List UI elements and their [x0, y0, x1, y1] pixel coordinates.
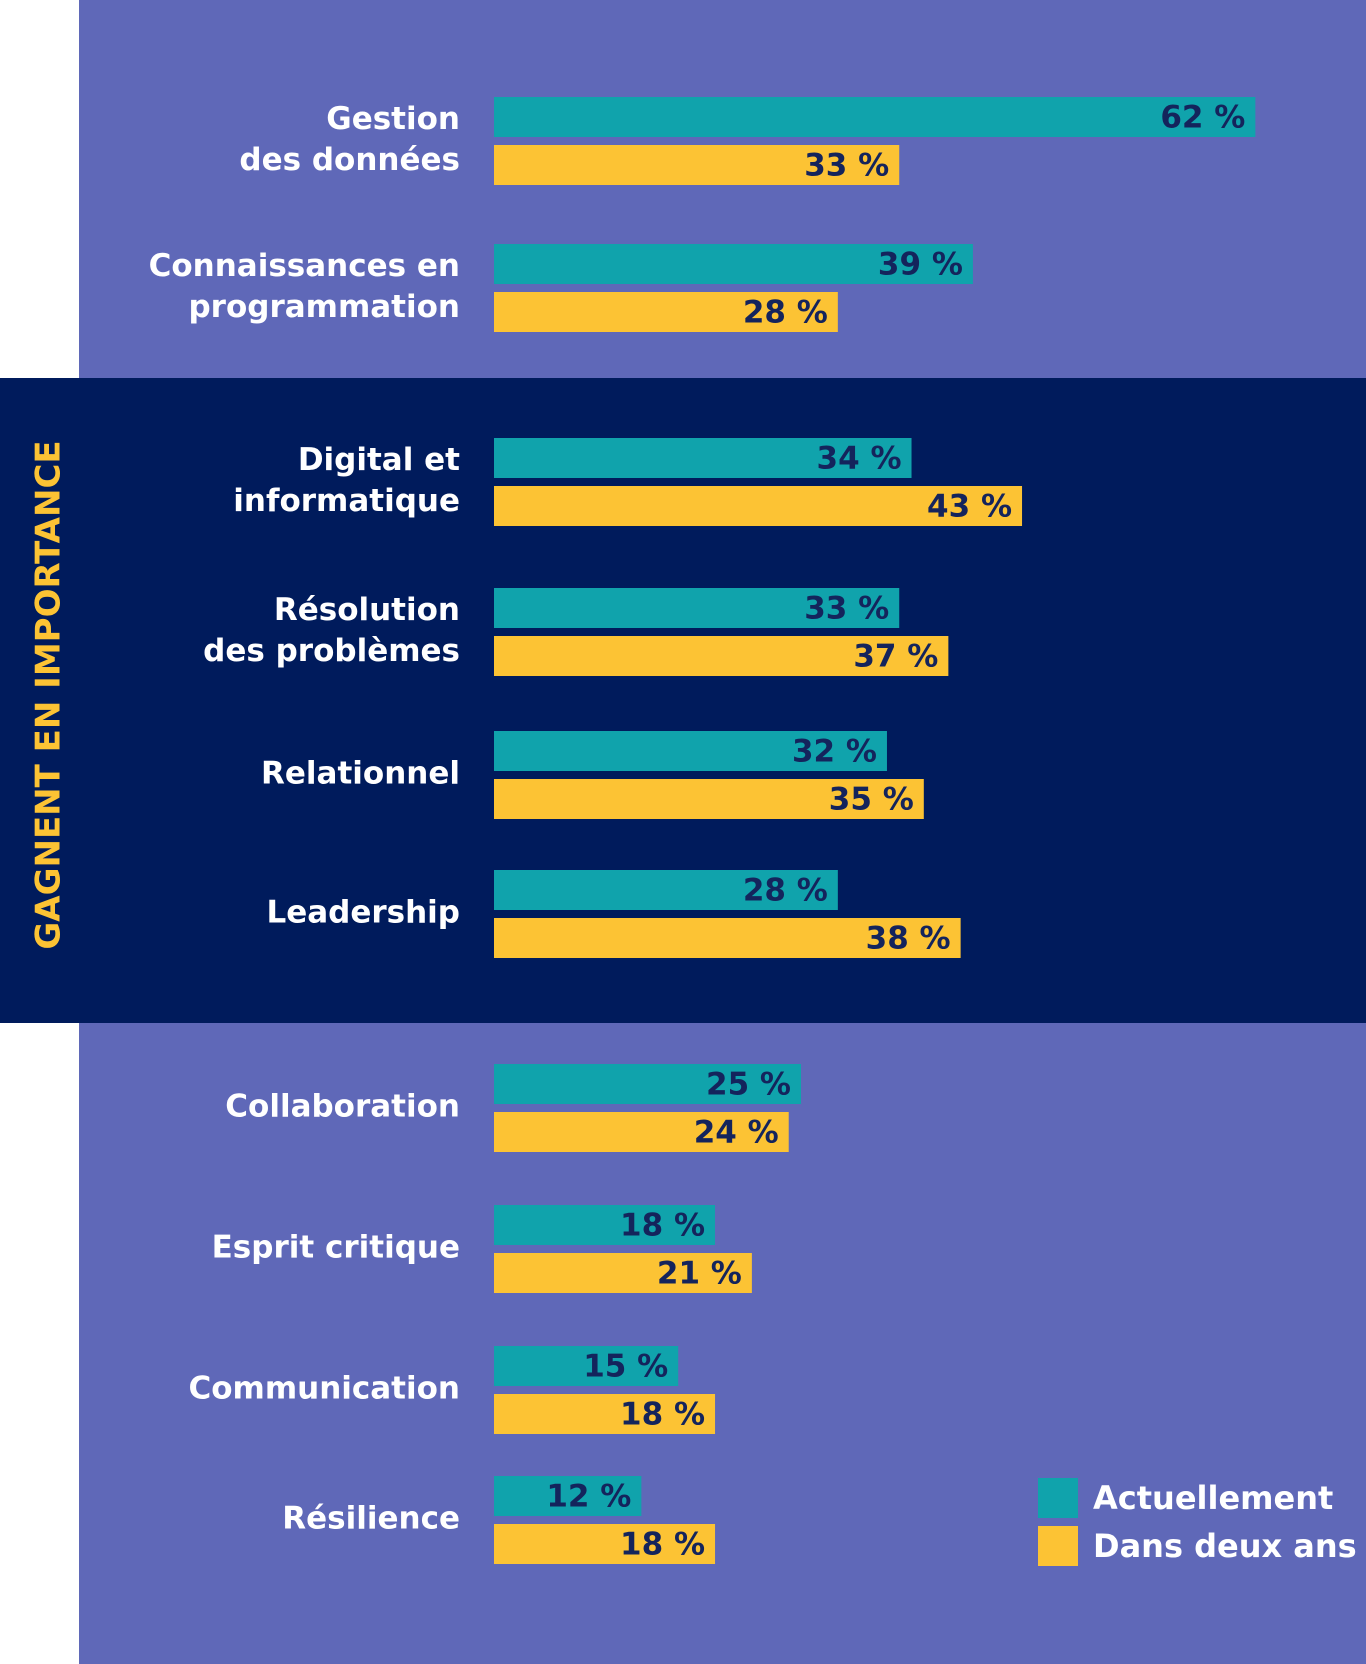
value-label: 32 %: [792, 734, 877, 770]
value-label: 62 %: [1160, 100, 1245, 136]
category-label: Gestion: [326, 101, 460, 137]
category-label: informatique: [233, 483, 460, 519]
category-label: Esprit critique: [212, 1230, 460, 1266]
legend-swatch: [1038, 1478, 1078, 1518]
bar: [494, 244, 973, 284]
value-label: 15 %: [583, 1349, 668, 1385]
category-label: des données: [239, 142, 460, 178]
bar: [494, 1394, 716, 1434]
bar: [494, 486, 1023, 526]
bar: [494, 1253, 752, 1293]
legend-swatch: [1038, 1526, 1078, 1566]
bar: [494, 1205, 716, 1245]
category-label: Leadership: [266, 895, 460, 931]
category-label: Résolution: [274, 592, 460, 628]
value-label: 43 %: [927, 489, 1012, 525]
value-label: 18 %: [620, 1208, 705, 1244]
bar: [494, 1064, 801, 1104]
category-label: Digital et: [298, 442, 460, 478]
category-label: Connaissances en: [149, 248, 460, 284]
category-label: Résilience: [282, 1501, 460, 1537]
value-label: 21 %: [657, 1256, 742, 1292]
bar: [494, 588, 900, 628]
highlight-band: [0, 378, 1366, 1023]
legend-label: Dans deux ans: [1093, 1527, 1357, 1565]
bar: [494, 1346, 679, 1386]
category-label: programmation: [188, 289, 460, 325]
value-label: 38 %: [866, 921, 951, 957]
bar: [494, 145, 900, 185]
category-label: Collaboration: [225, 1089, 460, 1125]
bar: [494, 292, 838, 332]
category-label: Communication: [188, 1371, 460, 1407]
value-label: 18 %: [620, 1397, 705, 1433]
value-label: 28 %: [743, 295, 828, 331]
legend-label: Actuellement: [1093, 1479, 1333, 1517]
value-label: 18 %: [620, 1527, 705, 1563]
value-label: 34 %: [817, 441, 902, 477]
value-label: 35 %: [829, 782, 914, 818]
bar: [494, 1524, 716, 1564]
value-label: 33 %: [804, 148, 889, 184]
value-label: 28 %: [743, 873, 828, 909]
value-label: 39 %: [878, 247, 963, 283]
category-label: Relationnel: [261, 756, 460, 792]
bar: [494, 870, 838, 910]
bar: [494, 1112, 789, 1152]
category-label: des problèmes: [203, 633, 460, 669]
band-label: GAGNENT EN IMPORTANCE: [29, 440, 69, 949]
value-label: 37 %: [853, 639, 938, 675]
value-label: 24 %: [694, 1115, 779, 1151]
bar: [494, 779, 924, 819]
value-label: 12 %: [546, 1479, 631, 1515]
bar: [494, 1476, 642, 1516]
bar: [494, 731, 887, 771]
bar: [494, 97, 1256, 137]
bar: [494, 636, 949, 676]
value-label: 25 %: [706, 1067, 791, 1103]
bar: [494, 918, 961, 958]
value-label: 33 %: [804, 591, 889, 627]
bar: [494, 438, 912, 478]
